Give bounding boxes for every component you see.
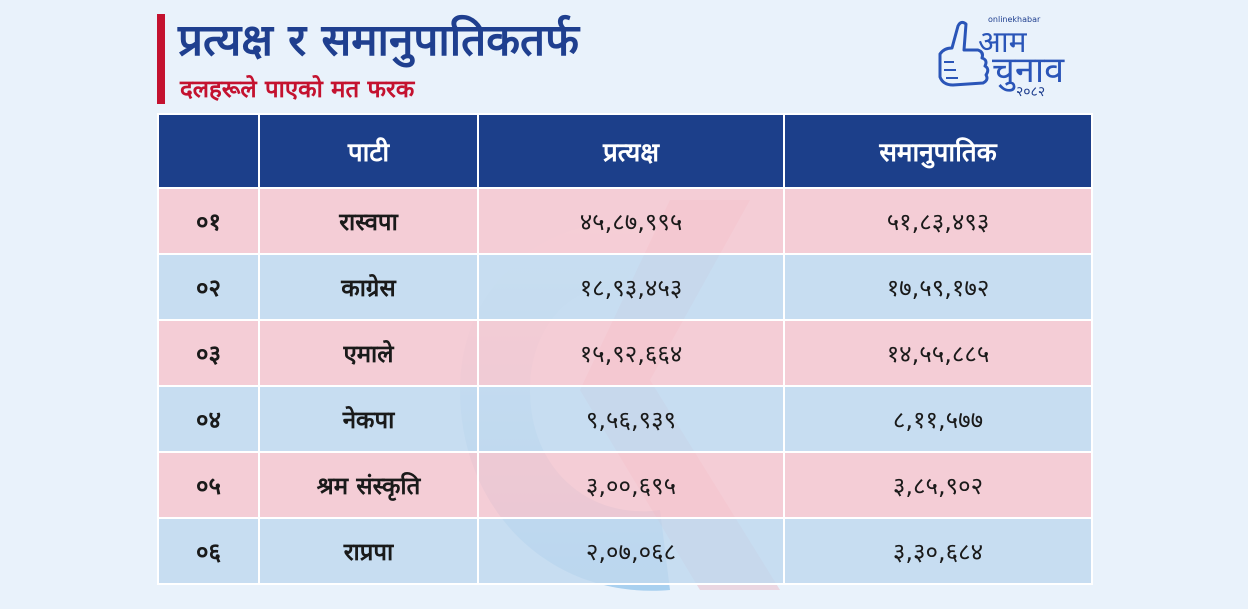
logo-year: २०८२: [1016, 84, 1046, 100]
party-name: नेकपा: [258, 385, 479, 453]
table-row: ०१ रास्वपा ४५,८७,९९५ ५१,८३,४९३: [157, 187, 1093, 255]
row-number: ०२: [157, 253, 260, 321]
row-number: ०६: [157, 517, 260, 585]
proportional-votes: ३,३०,६८४: [783, 517, 1093, 585]
proportional-votes: ५१,८३,४९३: [783, 187, 1093, 255]
row-number: ०१: [157, 187, 260, 255]
table-row: ०६ राप्रपा २,०७,०६८ ३,३०,६८४: [157, 517, 1093, 585]
vote-table: पाटी प्रत्यक्ष समानुपातिक ०१ रास्वपा ४५,…: [157, 113, 1093, 585]
party-name: श्रम संस्कृति: [258, 451, 479, 519]
table-row: ०४ नेकपा ९,५६,९३९ ८,११,५७७: [157, 385, 1093, 453]
logo-line2: चुनाव: [992, 50, 1065, 91]
column-header-party: पाटी: [258, 113, 479, 189]
party-name: काग्रेस: [258, 253, 479, 321]
row-number: ०५: [157, 451, 260, 519]
party-name: रास्वपा: [258, 187, 479, 255]
proportional-votes: १७,५९,१७२: [783, 253, 1093, 321]
table-header-row: पाटी प्रत्यक्ष समानुपातिक: [157, 113, 1093, 189]
direct-votes: ४५,८७,९९५: [477, 187, 785, 255]
thumbs-up-logo-icon: [938, 20, 990, 87]
party-name: राप्रपा: [258, 517, 479, 585]
proportional-votes: ३,८५,९०२: [783, 451, 1093, 519]
table-row: ०५ श्रम संस्कृति ३,००,६९५ ३,८५,९०२: [157, 451, 1093, 519]
direct-votes: १८,९३,४५३: [477, 253, 785, 321]
column-header-proportional: समानुपातिक: [783, 113, 1093, 189]
table-row: ०२ काग्रेस १८,९३,४५३ १७,५९,१७२: [157, 253, 1093, 321]
title-accent-bar: [157, 14, 165, 104]
column-header-direct: प्रत्यक्ष: [477, 113, 785, 189]
direct-votes: १५,९२,६६४: [477, 319, 785, 387]
party-name: एमाले: [258, 319, 479, 387]
logo-line1: आम: [978, 25, 1027, 60]
direct-votes: २,०७,०६८: [477, 517, 785, 585]
row-number: ०४: [157, 385, 260, 453]
direct-votes: ३,००,६९५: [477, 451, 785, 519]
proportional-votes: १४,५५,८८५: [783, 319, 1093, 387]
proportional-votes: ८,११,५७७: [783, 385, 1093, 453]
column-header-number: [157, 113, 260, 189]
page-title: प्रत्यक्ष र समानुपातिकतर्फ: [178, 15, 580, 66]
page-subtitle: दलहरूले पाएको मत फरक: [180, 75, 415, 103]
table-row: ०३ एमाले १५,९२,६६४ १४,५५,८८५: [157, 319, 1093, 387]
row-number: ०३: [157, 319, 260, 387]
logo-brand: onlinekhabar: [988, 15, 1041, 24]
direct-votes: ९,५६,९३९: [477, 385, 785, 453]
